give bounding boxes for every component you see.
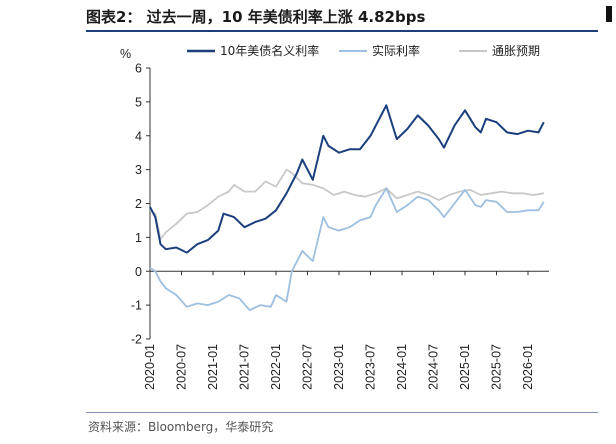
y-tick-label: 2 <box>135 197 142 211</box>
y-tick-label: 3 <box>135 163 142 177</box>
legend-label-2: 实际利率 <box>372 43 420 58</box>
x-tick-label: 2022-07 <box>301 344 315 390</box>
x-tick-label: 2020-07 <box>175 344 189 390</box>
legend-label-3: 通胀预期 <box>492 44 540 58</box>
x-tick-label: 2023-01 <box>332 344 346 390</box>
x-tick-label: 2023-07 <box>364 344 378 390</box>
x-tick-label: 2025-01 <box>458 344 472 390</box>
series-line-3 <box>149 168 544 241</box>
x-tick-label: 2025-07 <box>490 344 504 390</box>
x-tick-label: 2024-01 <box>395 344 409 390</box>
x-tick-label: 2022-01 <box>269 344 283 390</box>
y-tick-label: -2 <box>131 333 142 347</box>
y-tick-label: 6 <box>135 62 142 76</box>
y-tick-label: 5 <box>135 95 142 109</box>
y-tick-label: -1 <box>131 299 142 313</box>
title-row: 图表2： 过去一周，10 年美债利率上涨 4.82bps <box>86 4 606 30</box>
x-tick-label: 2024-07 <box>427 344 441 390</box>
y-tick-label: 1 <box>135 231 142 245</box>
title-divider <box>86 30 598 32</box>
x-tick-label: 2021-01 <box>206 344 220 390</box>
chart-title: 图表2： 过去一周，10 年美债利率上涨 4.82bps <box>86 8 426 26</box>
side-edge-mark <box>606 6 612 22</box>
y-axis-label: % <box>120 47 131 61</box>
series-line-1 <box>149 104 545 254</box>
footer-divider <box>86 412 598 413</box>
x-tick-label: 2021-07 <box>238 344 252 390</box>
x-tick-label: 2020-01 <box>143 344 157 390</box>
legend-label-1: 10年美债名义利率 <box>220 43 319 58</box>
y-tick-label: 4 <box>135 129 142 143</box>
x-tick-label: 2026-01 <box>521 344 535 390</box>
y-tick-label: 0 <box>135 265 142 279</box>
source-note: 资料来源：Bloomberg，华泰研究 <box>88 420 274 434</box>
series-line-2 <box>149 187 545 312</box>
